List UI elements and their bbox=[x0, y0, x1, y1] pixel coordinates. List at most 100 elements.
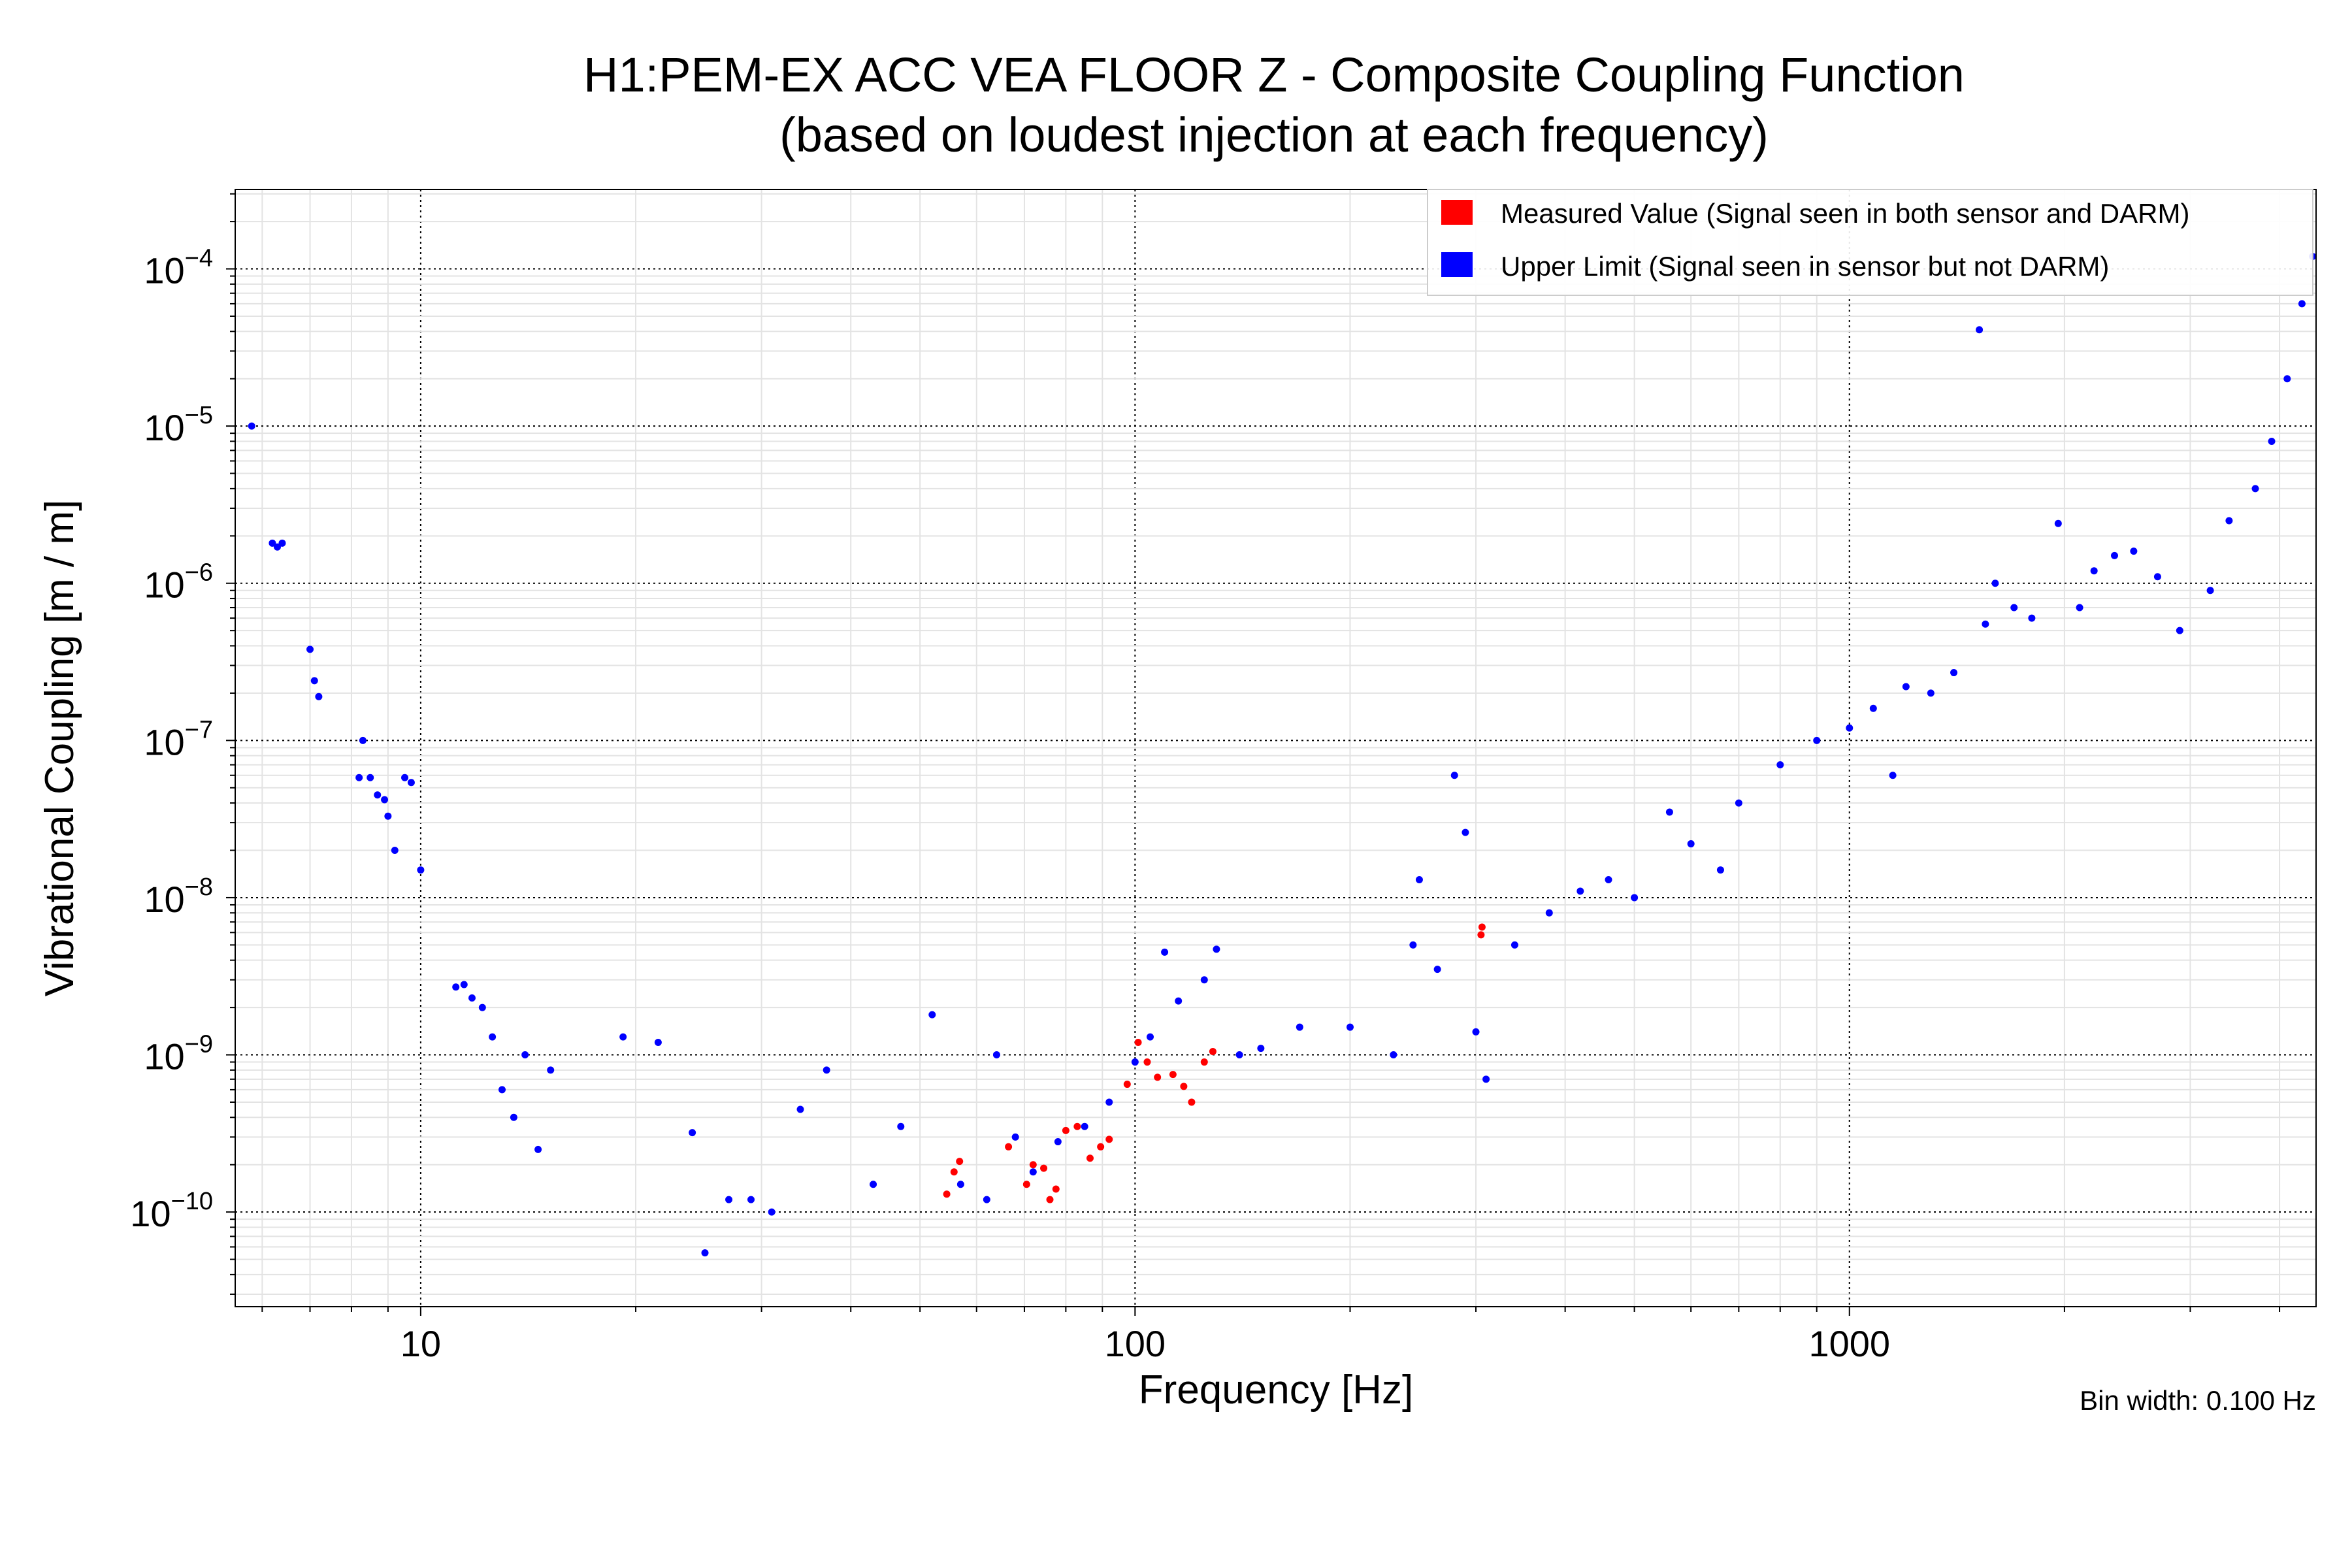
measured-point bbox=[1073, 1122, 1081, 1130]
chart-title-line-2: (based on loudest injection at each freq… bbox=[779, 108, 1769, 162]
measured-point bbox=[956, 1158, 964, 1166]
upper-limit-point bbox=[1409, 941, 1417, 949]
upper-limit-point bbox=[478, 1004, 486, 1011]
measured-point bbox=[1200, 1058, 1208, 1066]
upper-limit-point bbox=[2176, 627, 2183, 634]
upper-limit-point bbox=[768, 1208, 776, 1216]
measured-point bbox=[1143, 1058, 1151, 1066]
upper-limit-point bbox=[1105, 1098, 1113, 1106]
upper-limit-point bbox=[547, 1066, 555, 1074]
upper-limit-point bbox=[2251, 485, 2259, 493]
bin-width-label: Bin width: 0.100 Hz bbox=[2080, 1385, 2316, 1416]
upper-limit-point bbox=[1200, 976, 1208, 984]
upper-limit-point bbox=[1976, 326, 1984, 334]
measured-point bbox=[1029, 1161, 1037, 1169]
y-tick-label: 10−5 bbox=[144, 402, 213, 448]
upper-limit-point bbox=[534, 1145, 542, 1153]
upper-limit-point bbox=[2298, 300, 2306, 308]
x-axis-ticks: 10 100 1000 bbox=[261, 1307, 2281, 1364]
y-tick-label: 10−6 bbox=[144, 559, 213, 606]
upper-limit-point bbox=[278, 539, 286, 547]
upper-limit-point bbox=[1482, 1075, 1490, 1083]
upper-limit-point bbox=[1146, 1033, 1154, 1041]
upper-limit-point bbox=[498, 1086, 506, 1094]
upper-limit-point bbox=[747, 1196, 755, 1203]
measured-point bbox=[1188, 1098, 1196, 1106]
upper-limit-point bbox=[359, 736, 367, 744]
y-tick-label: 10−9 bbox=[144, 1031, 213, 1077]
upper-limit-point bbox=[2225, 517, 2233, 525]
measured-point bbox=[943, 1190, 951, 1198]
upper-limit-point bbox=[2054, 519, 2062, 527]
upper-limit-point bbox=[407, 779, 415, 787]
measured-point bbox=[1005, 1143, 1013, 1151]
upper-limit-point bbox=[1081, 1122, 1088, 1130]
upper-limit-point bbox=[452, 983, 460, 991]
upper-limit-point bbox=[897, 1122, 905, 1130]
measured-point bbox=[1022, 1181, 1030, 1188]
upper-limit-point bbox=[2206, 587, 2214, 595]
upper-limit-point bbox=[2283, 375, 2291, 383]
upper-limit-point bbox=[1054, 1138, 1062, 1146]
upper-limit-point bbox=[460, 981, 468, 988]
upper-limit-point bbox=[689, 1129, 696, 1137]
upper-limit-point bbox=[1450, 772, 1458, 779]
measured-point bbox=[950, 1168, 958, 1176]
upper-limit-point bbox=[1776, 761, 1784, 769]
upper-limit-point bbox=[315, 693, 323, 700]
upper-limit-point bbox=[401, 774, 409, 781]
upper-limit-point bbox=[1390, 1051, 1397, 1059]
x-tick-label: 10 bbox=[400, 1323, 441, 1364]
upper-limit-point bbox=[1257, 1045, 1265, 1053]
upper-limit-point bbox=[725, 1196, 733, 1203]
upper-limit-point bbox=[367, 774, 374, 781]
upper-limit-point bbox=[381, 796, 389, 804]
upper-limit-point bbox=[701, 1249, 709, 1257]
measured-point bbox=[1123, 1081, 1131, 1088]
upper-limit-point bbox=[1213, 945, 1220, 953]
upper-limit-point bbox=[992, 1051, 1000, 1059]
upper-limit-point bbox=[1131, 1058, 1139, 1066]
upper-limit-point bbox=[1511, 941, 1518, 949]
upper-limit-point bbox=[2028, 614, 2036, 622]
upper-limit-point bbox=[1716, 866, 1724, 874]
y-axis-ticks: 10−10 10−9 10−8 10−7 10−6 10−5 10−4 bbox=[130, 193, 235, 1295]
upper-limit-point bbox=[823, 1066, 830, 1074]
measured-point bbox=[1097, 1143, 1105, 1151]
measured-point bbox=[1046, 1196, 1054, 1203]
upper-limit-point bbox=[1433, 966, 1441, 973]
upper-limit-point bbox=[391, 847, 399, 855]
legend-label-upper-limit: Upper Limit (Signal seen in sensor but n… bbox=[1501, 251, 2109, 282]
upper-limit-point bbox=[1869, 704, 1877, 712]
upper-limit-point bbox=[2010, 604, 2018, 612]
chart-title-line-1: H1:PEM-EX ACC VEA FLOOR Z - Composite Co… bbox=[583, 48, 1965, 102]
upper-limit-point bbox=[1813, 736, 1821, 744]
measured-point bbox=[1169, 1071, 1177, 1079]
upper-limit-point bbox=[1927, 689, 1935, 697]
upper-limit-point bbox=[619, 1033, 627, 1041]
x-axis-label: Frequency [Hz] bbox=[1139, 1367, 1413, 1413]
upper-limit-point bbox=[310, 677, 318, 685]
upper-limit-point bbox=[2153, 573, 2161, 581]
upper-limit-point bbox=[1982, 620, 1989, 628]
upper-limit-point bbox=[1415, 876, 1423, 884]
upper-limit-point bbox=[1687, 840, 1695, 848]
upper-limit-point bbox=[1346, 1023, 1354, 1031]
upper-limit-point bbox=[510, 1113, 517, 1121]
upper-limit-point bbox=[1889, 772, 1897, 779]
upper-limit-point bbox=[2130, 547, 2138, 555]
upper-limit-point bbox=[1950, 669, 1958, 677]
upper-limit-point bbox=[1576, 887, 1584, 895]
upper-limit-point bbox=[1902, 683, 1910, 691]
measured-point bbox=[1209, 1047, 1217, 1055]
upper-limit-point bbox=[796, 1105, 804, 1113]
upper-limit-point bbox=[654, 1038, 662, 1046]
measured-point bbox=[1477, 931, 1485, 939]
upper-limit-point bbox=[1462, 828, 1469, 836]
measured-point bbox=[1105, 1135, 1113, 1143]
upper-limit-point bbox=[2110, 551, 2118, 559]
upper-limit-point bbox=[248, 422, 255, 430]
measured-point bbox=[1052, 1185, 1060, 1193]
measured-point bbox=[1180, 1083, 1188, 1090]
x-tick-label: 100 bbox=[1105, 1323, 1166, 1364]
